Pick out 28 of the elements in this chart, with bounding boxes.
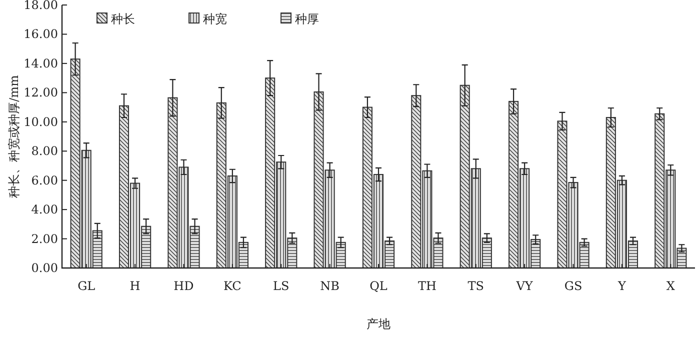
legend-label: 种长 bbox=[111, 12, 135, 26]
x-tick-label: HD bbox=[174, 279, 194, 293]
y-tick-label: 12.00 bbox=[24, 86, 58, 100]
x-tick-label: TH bbox=[418, 279, 436, 293]
y-tick-label: 6.00 bbox=[31, 173, 58, 188]
legend-label: 种厚 bbox=[295, 12, 319, 26]
x-tick-label: GS bbox=[564, 279, 582, 293]
y-tick-label: 14.00 bbox=[24, 56, 58, 70]
x-tick-label: LS bbox=[273, 279, 290, 293]
x-tick-label: X bbox=[666, 279, 676, 293]
y-tick-label: 10.00 bbox=[24, 114, 58, 129]
x-tick-label: QL bbox=[370, 279, 388, 293]
y-tick-label: 8.00 bbox=[31, 144, 58, 158]
x-tick-label: VY bbox=[515, 279, 534, 293]
x-tick-label: H bbox=[130, 279, 140, 293]
x-tick-label: TS bbox=[468, 279, 484, 293]
y-tick-label: 2.00 bbox=[31, 232, 58, 246]
y-tick-label: 18.00 bbox=[24, 0, 58, 12]
x-tick-label: GL bbox=[78, 279, 96, 293]
x-tick-label: KC bbox=[224, 279, 242, 293]
legend-label: 种宽 bbox=[203, 12, 227, 26]
y-tick-label: 0.00 bbox=[31, 261, 58, 275]
y-tick-label: 16.00 bbox=[24, 27, 58, 42]
x-axis-title: 产地 bbox=[366, 317, 390, 331]
x-tick-label: NB bbox=[320, 279, 340, 293]
y-axis-title: 种长、种宽或种厚/mm bbox=[7, 74, 21, 198]
x-tick-label: Y bbox=[617, 279, 627, 293]
y-tick-label: 4.00 bbox=[31, 202, 58, 217]
